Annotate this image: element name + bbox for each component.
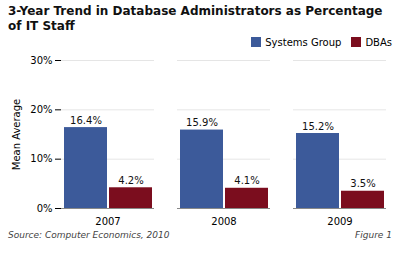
html-text:Figure 1: Figure 1 [355, 230, 392, 240]
svg-text:2007: 2007 [95, 216, 120, 227]
svg-text:Mean Average: Mean Average [11, 99, 22, 171]
html-text:3-Year Trend in Database Admin: 3-Year Trend in Database Administrators … [8, 4, 383, 33]
svg-text:2009: 2009 [327, 216, 352, 227]
svg-text:15.9%: 15.9% [186, 117, 218, 128]
svg-text:16.4%: 16.4% [70, 115, 102, 126]
svg-text:4.1%: 4.1% [234, 175, 259, 186]
html-text:Source: Computer Economics, 20: Source: Computer Economics, 2010 [8, 230, 170, 240]
html-text:Systems Group: Systems Group [265, 36, 342, 48]
svg-text:3.5%: 3.5% [350, 178, 375, 189]
svg-text:4.2%: 4.2% [118, 175, 143, 186]
html-text:DBAs: DBAs [365, 36, 392, 48]
svg-text:30%: 30% [30, 55, 52, 66]
svg-text:10%: 10% [30, 153, 52, 164]
svg-text:20%: 20% [30, 104, 52, 115]
svg-text:15.2%: 15.2% [302, 121, 334, 132]
svg-text:2008: 2008 [211, 216, 236, 227]
svg-text:0%: 0% [37, 203, 53, 214]
